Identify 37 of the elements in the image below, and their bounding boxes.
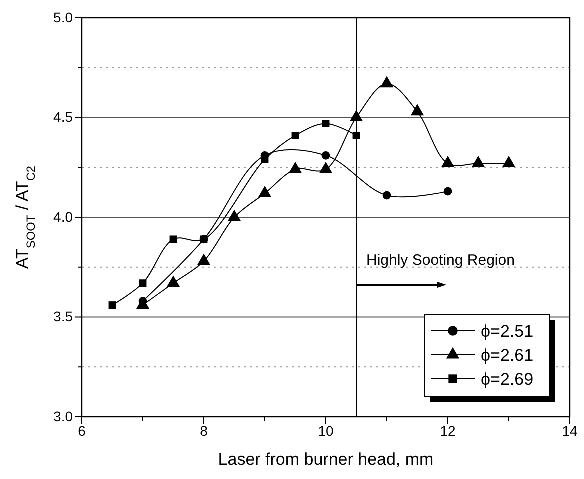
legend-label: ϕ=2.61 <box>481 346 534 365</box>
point <box>319 162 333 174</box>
x-tick-label: 12 <box>440 422 456 439</box>
y-tick-label: 4.5 <box>54 109 74 126</box>
legend-label: ϕ=2.69 <box>481 370 534 389</box>
point <box>170 236 178 244</box>
point <box>292 132 300 140</box>
x-axis-title: Laser from burner head, mm <box>218 450 434 469</box>
point <box>410 104 424 116</box>
x-tick-label: 8 <box>200 422 208 439</box>
point <box>444 187 452 196</box>
point <box>288 162 302 174</box>
y-tick-label: 4.0 <box>54 208 74 225</box>
point <box>322 151 330 160</box>
point <box>350 110 364 122</box>
point <box>352 132 360 140</box>
point <box>197 254 211 266</box>
point <box>258 186 272 198</box>
point <box>200 236 208 244</box>
annotation: Highly Sooting Region <box>366 252 515 269</box>
point <box>380 76 394 88</box>
point <box>108 302 116 309</box>
y-tick-label: 3.0 <box>54 408 74 424</box>
point <box>472 156 486 168</box>
point <box>502 156 516 168</box>
legend-label: ϕ=2.51 <box>481 322 534 341</box>
point <box>228 210 242 222</box>
point <box>382 191 392 200</box>
x-tick-label: 14 <box>562 422 578 439</box>
point <box>166 276 180 288</box>
point <box>322 120 330 128</box>
x-tick-label: 6 <box>78 422 86 439</box>
point <box>441 156 455 168</box>
point <box>139 280 147 288</box>
x-tick-label: 10 <box>318 422 334 439</box>
y-tick-label: 3.5 <box>54 308 74 325</box>
y-tick-label: 5.0 <box>54 9 74 26</box>
